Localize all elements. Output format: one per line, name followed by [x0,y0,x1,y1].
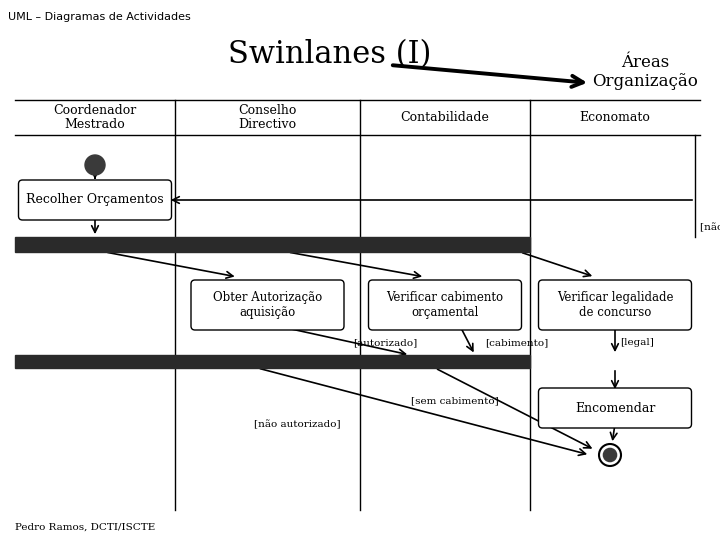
Text: [legal]: [legal] [620,338,654,347]
Circle shape [603,448,616,462]
Text: [não legal]: [não legal] [700,222,720,232]
Text: Obter Autorização
aquisição: Obter Autorização aquisição [213,291,322,319]
FancyBboxPatch shape [191,280,344,330]
Bar [15,355,530,368]
Text: [cabimento]: [cabimento] [485,338,548,347]
Text: [não autorizado]: [não autorizado] [254,420,341,429]
FancyBboxPatch shape [539,280,691,330]
Text: Verificar cabimento
orçamental: Verificar cabimento orçamental [387,291,503,319]
Text: Pedro Ramos, DCTI/ISCTE: Pedro Ramos, DCTI/ISCTE [15,523,156,532]
Text: Verificar legalidade
de concurso: Verificar legalidade de concurso [557,291,673,319]
FancyBboxPatch shape [539,388,691,428]
Text: Coordenador
Mestrado: Coordenador Mestrado [53,104,137,132]
Bar [15,237,530,252]
Text: Áreas
Organização: Áreas Organização [592,53,698,90]
Text: Contabilidade: Contabilidade [400,111,490,124]
Text: Recolher Orçamentos: Recolher Orçamentos [26,193,164,206]
Text: Conselho
Directivo: Conselho Directivo [238,104,297,132]
Circle shape [599,444,621,466]
Text: UML – Diagramas de Actividades: UML – Diagramas de Actividades [8,12,191,22]
Text: Encomendar: Encomendar [575,402,655,415]
Circle shape [85,155,105,175]
Text: [sem cabimento]: [sem cabimento] [411,396,499,405]
FancyBboxPatch shape [19,180,171,220]
Text: [autorizado]: [autorizado] [353,338,417,347]
Text: Economato: Economato [580,111,650,124]
Text: Swinlanes (I): Swinlanes (I) [228,39,432,71]
FancyBboxPatch shape [369,280,521,330]
